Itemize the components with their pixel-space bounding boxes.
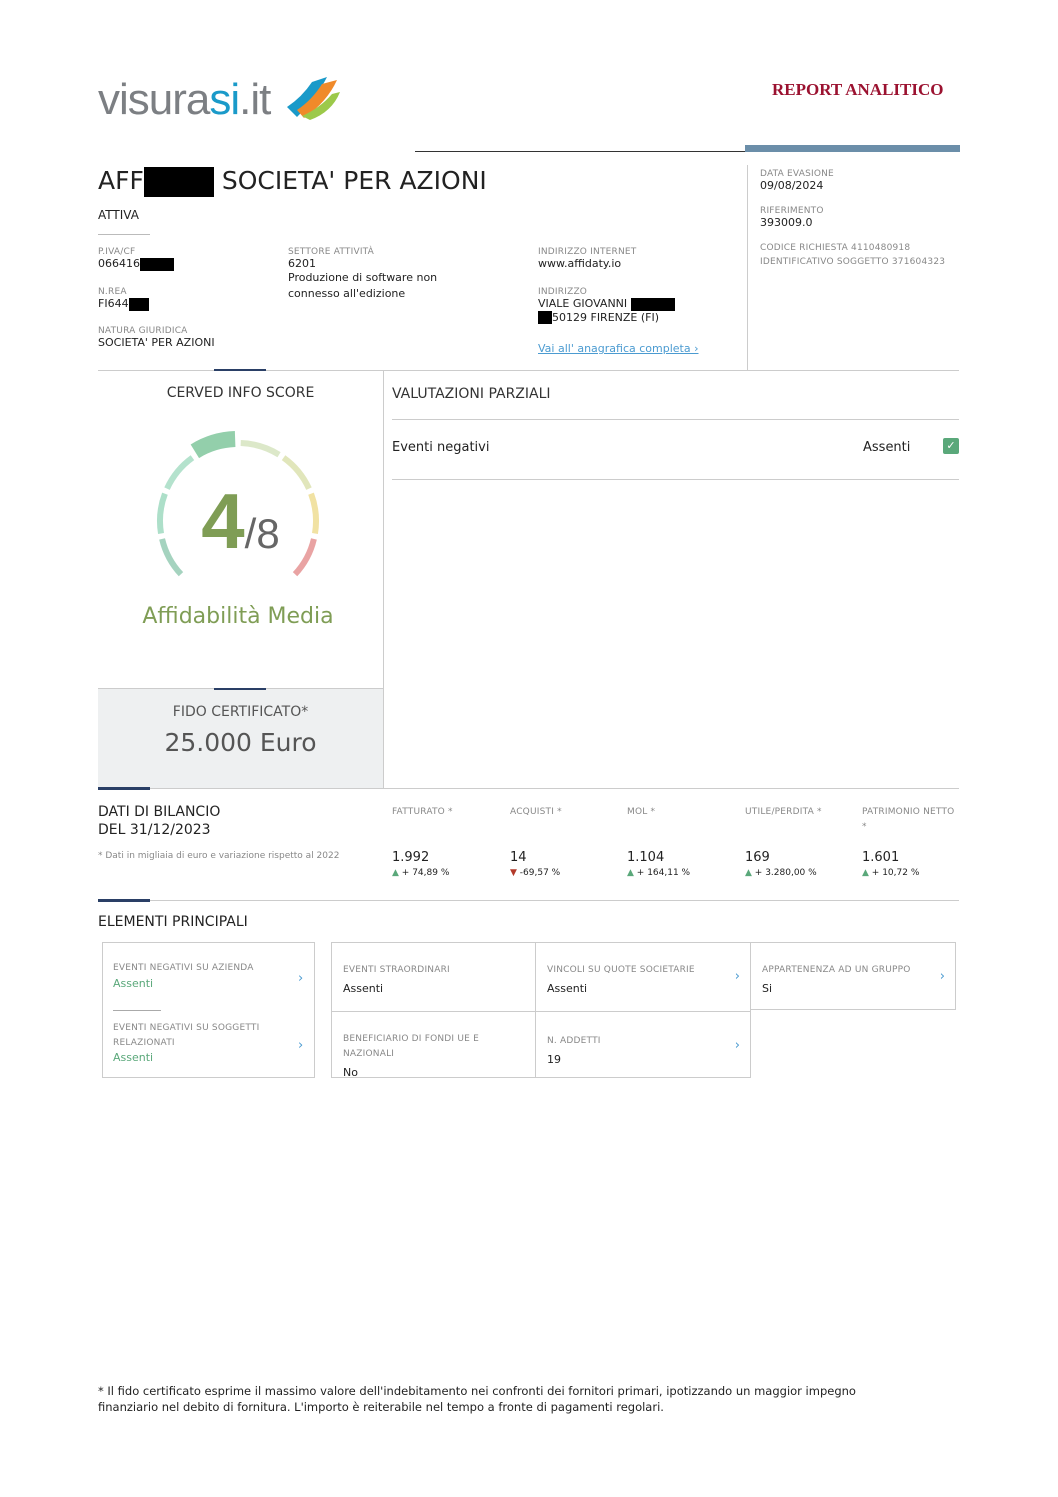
score-panel: CERVED INFO SCORE 4/8 Affidabilità Media	[98, 371, 383, 688]
web: INDIRIZZO INTERNET www.affidaty.io	[538, 247, 637, 270]
gauge-segment	[157, 492, 168, 535]
chevron-right-icon[interactable]: ›	[298, 1038, 304, 1053]
logo-text-accent: si	[209, 75, 240, 124]
check-icon: ✓	[943, 438, 959, 454]
valutazioni-title: VALUTAZIONI PARZIALI	[392, 386, 551, 402]
fido-panel: FIDO CERTIFICATO* 25.000 Euro	[98, 688, 383, 788]
score-label: Affidabilità Media	[142, 604, 334, 629]
bilancio-title: DATI DI BILANCIO DEL 31/12/2023	[98, 804, 221, 838]
bilancio-item: FATTURATO * 1.992 ▲ + 74,89 %	[392, 807, 453, 878]
chevron-right-icon[interactable]: ›	[734, 1038, 740, 1053]
score-value: 4/8	[201, 477, 280, 565]
gauge-segment	[164, 455, 195, 490]
anagrafica-link[interactable]: Vai all' anagrafica completa ›	[538, 342, 699, 355]
chevron-right-icon[interactable]: ›	[734, 969, 740, 984]
score-gauge	[157, 431, 319, 577]
gauge-segment	[308, 492, 319, 535]
piva: P.IVA/CF 066416	[98, 247, 174, 271]
bilancio-item: PATRIMONIO NETTO * 1.601 ▲ + 10,72 %	[862, 807, 955, 878]
gauge-segment	[281, 455, 312, 490]
element-card: BENEFICIARIO DI FONDI UE E NAZIONALI No	[331, 1011, 536, 1079]
element-card: EVENTI STRAORDINARI Assenti	[331, 942, 536, 1012]
company-name: AFF SOCIETA' PER AZIONI	[98, 166, 487, 197]
accent-bar	[745, 145, 960, 152]
logo-pages-icon	[286, 77, 340, 120]
element-card[interactable]: N. ADDETTI 19 ›	[535, 1011, 751, 1078]
arrow-up-icon: ▲	[392, 868, 399, 878]
bilancio-item: UTILE/PERDITA * 169 ▲ + 3.280,00 %	[745, 807, 822, 878]
element-card[interactable]: VINCOLI SU QUOTE SOCIETARIE Assenti ›	[535, 942, 751, 1012]
bilancio-item: MOL * 1.104 ▲ + 164,11 %	[627, 807, 691, 878]
address: INDIRIZZO VIALE GIOVANNI 50129 FIRENZE (F…	[538, 287, 675, 324]
element-card[interactable]: APPARTENENZA AD UN GRUPPO Si ›	[750, 942, 956, 1010]
logo: visurasi.it	[98, 72, 342, 125]
valutazione-row: Eventi negativi Assenti ✓	[392, 420, 959, 480]
bilancio-item: ACQUISTI * 14 ▼ -69,57 %	[510, 807, 562, 878]
element-eventi-soggetti[interactable]: EVENTI NEGATIVI SU SOGGETTI RELAZIONATI A…	[113, 1023, 260, 1064]
arrow-up-icon: ▲	[745, 868, 752, 878]
eventi-negativi-card: EVENTI NEGATIVI SU AZIENDA Assenti › EVEN…	[102, 942, 315, 1078]
gauge-segment	[240, 440, 281, 458]
gauge-segment	[292, 538, 317, 577]
arrow-up-icon: ▲	[862, 868, 869, 878]
meta: DATA EVASIONE 09/08/2024 RIFERIMENTO 39300…	[760, 169, 946, 267]
bilancio-note: * Dati in migliaia di euro e variazione …	[98, 851, 340, 861]
gauge-segment	[190, 431, 236, 459]
rea: N.REA FI644	[98, 287, 149, 311]
elementi-title: ELEMENTI PRINCIPALI	[98, 914, 248, 930]
element-eventi-azienda[interactable]: EVENTI NEGATIVI SU AZIENDA Assenti	[113, 963, 254, 990]
chevron-right-icon[interactable]: ›	[939, 969, 945, 984]
gauge-segment	[159, 538, 184, 577]
logo-text-tld: .it	[239, 75, 271, 124]
chevron-right-icon[interactable]: ›	[298, 971, 304, 986]
arrow-up-icon: ▲	[627, 868, 634, 878]
settore: SETTORE ATTIVITÀ 6201 Produzione di softwa…	[288, 247, 438, 300]
status: ATTIVA	[98, 208, 139, 222]
arrow-down-icon: ▼	[510, 868, 517, 878]
natura-giuridica: NATURA GIURIDICA SOCIETA' PER AZIONI	[98, 326, 215, 349]
footnote: * Il fido certificato esprime il massimo…	[98, 1384, 856, 1414]
logo-text: visura	[98, 75, 210, 124]
report-title: REPORT ANALITICO	[772, 80, 944, 99]
divider	[415, 151, 745, 152]
